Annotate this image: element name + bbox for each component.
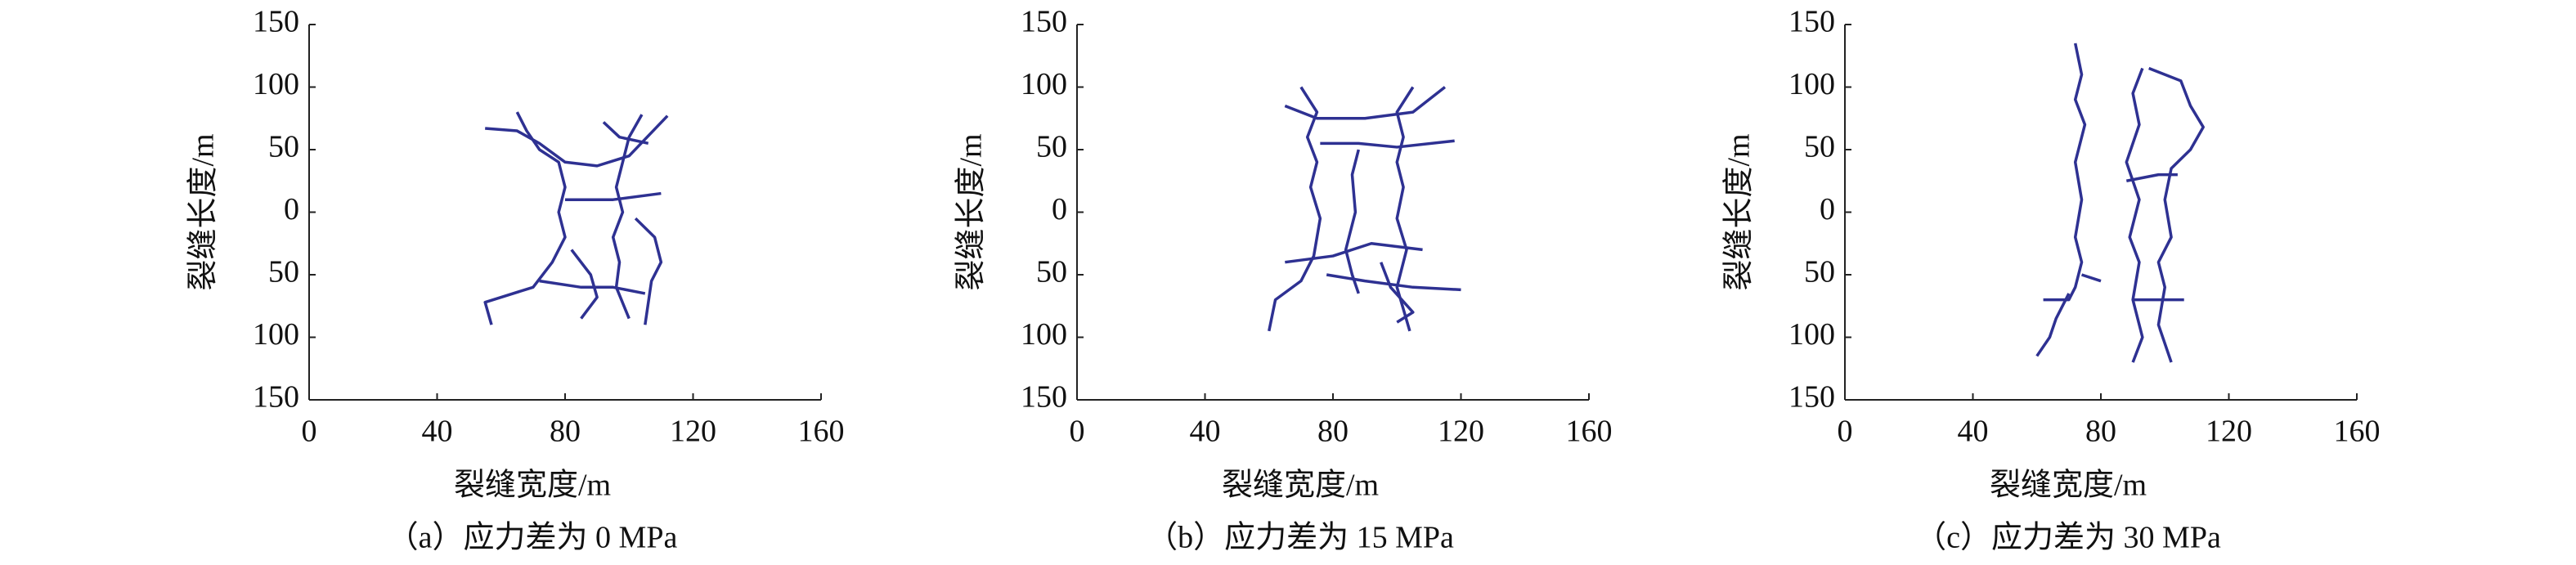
fracture-trace — [1344, 149, 1360, 294]
fracture-trace — [602, 121, 649, 146]
y-tick-label: 100 — [1788, 317, 1835, 352]
x-tick-label: 40 — [1190, 415, 1221, 449]
y-tick-label: 100 — [1021, 317, 1067, 352]
fracture-trace — [1284, 86, 1447, 120]
fracture-trace — [634, 217, 663, 325]
x-tick-label: 0 — [302, 415, 317, 449]
y-axis-label: 裂缝长度/m — [186, 133, 221, 290]
fracture-trace — [539, 279, 646, 295]
y-tick-label: 50 — [268, 255, 299, 289]
fracture-trace — [570, 249, 599, 320]
y-tick-label: 150 — [1788, 5, 1835, 39]
y-tick-label: 150 — [1788, 380, 1835, 415]
y-tick-label: 50 — [1036, 130, 1067, 164]
x-tick-label: 40 — [1958, 415, 1989, 449]
y-tick-label: 100 — [253, 317, 299, 352]
y-tick-label: 150 — [1021, 5, 1067, 39]
y-tick-label: 50 — [268, 130, 299, 164]
fracture-trace — [565, 191, 662, 201]
x-tick-label: 160 — [2334, 415, 2381, 449]
y-tick-label: 0 — [1052, 192, 1067, 226]
x-axis-label: 裂缝宽度/m — [454, 469, 611, 503]
y-tick-label: 50 — [1804, 130, 1835, 164]
x-tick-label: 0 — [1070, 415, 1085, 449]
x-tick-label: 120 — [670, 415, 716, 449]
x-tick-label: 80 — [550, 415, 581, 449]
y-tick-label: 100 — [253, 67, 299, 101]
fracture-trace — [2035, 293, 2071, 357]
x-tick-label: 120 — [1438, 415, 1484, 449]
caption: （a）应力差为 0 MPa — [388, 521, 678, 555]
fracture-trace — [1326, 273, 1461, 292]
y-axis-label: 裂缝长度/m — [954, 133, 989, 290]
y-tick-label: 0 — [284, 192, 299, 226]
fracture-trace — [485, 114, 669, 168]
fracture-trace — [483, 111, 567, 325]
fracture-trace — [1380, 262, 1415, 324]
y-tick-label: 100 — [1788, 67, 1835, 101]
fracture-trace — [611, 114, 644, 320]
caption: （c）应力差为 30 MPa — [1915, 521, 2221, 555]
fracture-trace — [1268, 86, 1322, 332]
y-tick-label: 150 — [1021, 380, 1067, 415]
fracture-trace — [2125, 173, 2178, 182]
fracture-trace — [2043, 43, 2087, 302]
caption: （b）应力差为 15 MPa — [1147, 521, 1454, 555]
y-tick-label: 50 — [1036, 255, 1067, 289]
x-tick-label: 120 — [2206, 415, 2252, 449]
x-axis-label: 裂缝宽度/m — [1990, 469, 2147, 503]
y-tick-label: 100 — [1021, 67, 1067, 101]
fracture-trace — [1285, 242, 1423, 264]
x-axis-label: 裂缝宽度/m — [1222, 469, 1379, 503]
x-tick-label: 80 — [1317, 415, 1349, 449]
y-tick-label: 50 — [1804, 255, 1835, 289]
fracture-trace — [2125, 67, 2144, 363]
y-tick-label: 150 — [253, 380, 299, 415]
x-tick-label: 40 — [422, 415, 453, 449]
x-tick-label: 80 — [2085, 415, 2116, 449]
x-tick-label: 160 — [798, 415, 845, 449]
x-tick-label: 0 — [1838, 415, 1853, 449]
y-axis-label: 裂缝长度/m — [1722, 133, 1757, 290]
fracture-trace — [2148, 66, 2205, 363]
y-tick-label: 0 — [1820, 192, 1835, 226]
x-tick-label: 160 — [1566, 415, 1613, 449]
fracture-trace — [2080, 273, 2102, 283]
y-tick-label: 150 — [253, 5, 299, 39]
fracture-trace — [1320, 139, 1455, 149]
fracture-trace — [1395, 86, 1415, 332]
